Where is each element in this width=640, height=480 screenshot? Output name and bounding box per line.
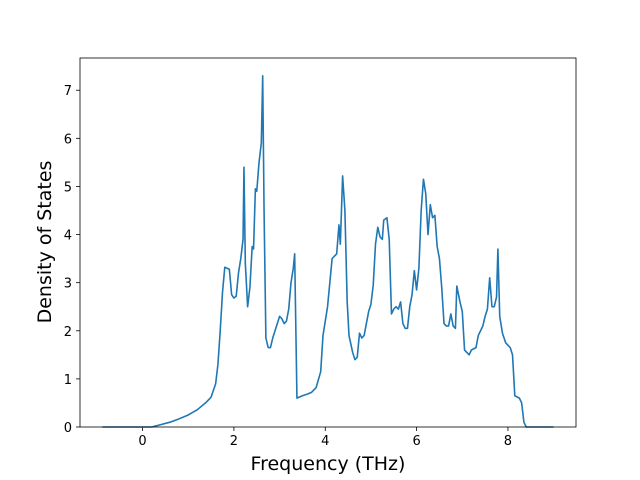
y-tick-label: 2 [64, 325, 72, 340]
plot-frame [79, 57, 577, 428]
y-tick-label: 5 [64, 180, 72, 195]
x-tick-label: 6 [412, 434, 420, 449]
y-tick-label: 0 [64, 421, 72, 436]
x-tick-label: 0 [138, 434, 146, 449]
x-tick-label: 4 [321, 434, 329, 449]
y-tick-label: 1 [64, 373, 72, 388]
x-tick-label: 2 [230, 434, 238, 449]
data-line [102, 75, 554, 428]
y-tick-label: 4 [64, 229, 72, 244]
y-axis-label: Density of States [34, 161, 56, 324]
y-tick-label: 6 [64, 132, 72, 147]
y-tick-label: 3 [64, 277, 72, 292]
x-tick-label: 8 [504, 434, 512, 449]
y-tick-label: 7 [64, 84, 72, 99]
x-axis-label: Frequency (THz) [251, 453, 406, 475]
